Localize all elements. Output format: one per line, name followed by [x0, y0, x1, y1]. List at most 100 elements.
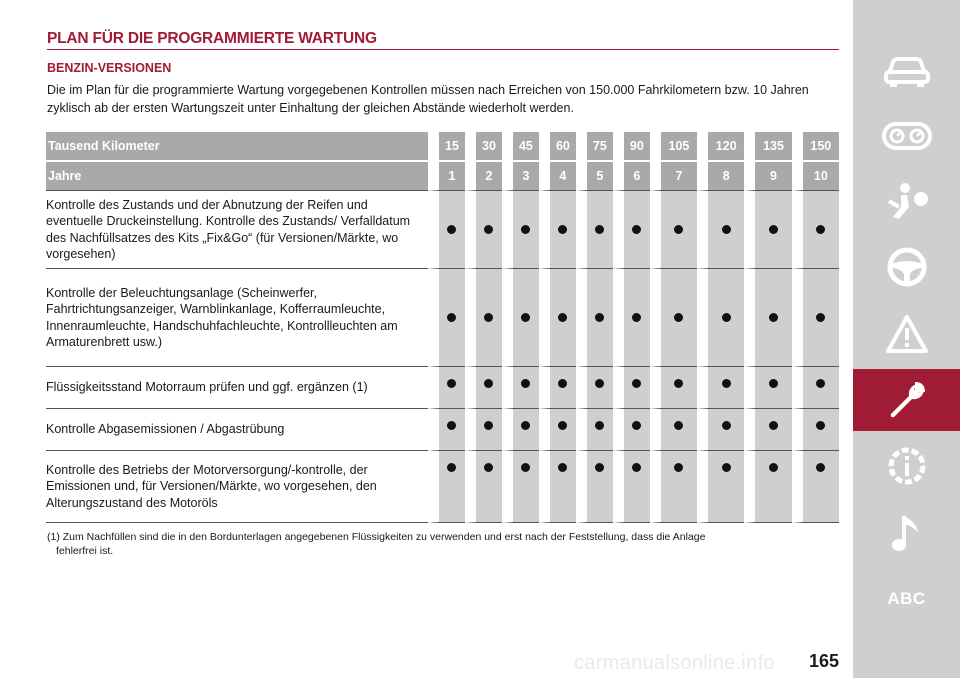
- interval-cell: [538, 191, 576, 269]
- interval-cell: [501, 269, 539, 367]
- interval-cell: [464, 269, 502, 367]
- check-bullet: [558, 312, 568, 322]
- km-col-header: 15: [428, 132, 465, 162]
- check-bullet: [674, 463, 684, 472]
- year-col-header: 4: [538, 162, 576, 191]
- row-description: Kontrolle Abgasemissionen / Abgastrübung: [46, 409, 428, 451]
- interval-cell: [791, 191, 839, 269]
- interval-cell: [575, 269, 613, 367]
- interval-cell: [791, 269, 839, 367]
- check-bullet: [674, 421, 684, 430]
- check-bullet: [595, 463, 605, 472]
- check-bullet: [484, 421, 494, 430]
- table-row: Kontrolle des Betriebs der Motorversorgu…: [46, 451, 839, 523]
- km-col-header: 150: [791, 132, 839, 162]
- check-bullet: [521, 312, 531, 322]
- wrench-icon: [890, 382, 925, 418]
- interval-cell: [649, 367, 698, 409]
- km-col-header: 90: [612, 132, 650, 162]
- airbag-seat-icon: [887, 183, 928, 219]
- km-col-header: 45: [501, 132, 539, 162]
- check-bullet: [558, 463, 568, 472]
- km-header-label: Tausend Kilometer: [46, 132, 428, 162]
- check-bullet: [595, 379, 605, 388]
- interval-cell: [612, 367, 650, 409]
- km-col-header: 60: [538, 132, 576, 162]
- check-bullet: [632, 379, 642, 388]
- check-bullet: [816, 224, 826, 234]
- check-bullet: [521, 379, 531, 388]
- intro-paragraph: Die im Plan für die programmierte Wartun…: [47, 83, 809, 115]
- interval-cell: [744, 409, 792, 451]
- km-header-row: Tausend Kilometer 15 30 45 60 75 90 105 120 135 1…: [46, 132, 839, 162]
- interval-cell: [744, 367, 792, 409]
- check-bullet: [447, 312, 457, 322]
- steering-wheel-icon: [887, 247, 926, 287]
- interval-cell: [612, 451, 650, 523]
- sidebar-item-index[interactable]: ABC: [853, 568, 960, 630]
- interval-cell: [464, 367, 502, 409]
- year-col-header: 9: [744, 162, 792, 191]
- interval-cell: [744, 191, 792, 269]
- footnote: (1) Zum Nachfüllen sind die in den Bordu…: [47, 530, 807, 558]
- sidebar-item-safety[interactable]: [853, 170, 960, 232]
- check-bullet: [769, 379, 779, 388]
- check-bullet: [769, 463, 779, 472]
- interval-cell: [538, 269, 576, 367]
- interval-cell: [744, 269, 792, 367]
- interval-cell: [649, 409, 698, 451]
- check-bullet: [484, 224, 494, 234]
- check-bullet: [484, 312, 494, 322]
- interval-cell: [464, 191, 502, 269]
- row-description: Flüssigkeitsstand Motorraum prüfen und g…: [46, 367, 428, 409]
- sidebar-item-technical[interactable]: [853, 435, 960, 497]
- footnote-line-1: (1) Zum Nachfüllen sind die in den Bordu…: [47, 531, 706, 543]
- info-gear-icon: [888, 447, 925, 485]
- year-col-header: 7: [649, 162, 698, 191]
- sidebar-item-multimedia[interactable]: [853, 502, 960, 564]
- check-bullet: [595, 224, 605, 234]
- sidebar-item-dashboard[interactable]: [853, 105, 960, 167]
- title-divider: [47, 49, 839, 50]
- interval-cell: [744, 451, 792, 523]
- interval-cell: [697, 409, 745, 451]
- table-row: Kontrolle Abgasemissionen / Abgastrübung: [46, 409, 839, 451]
- sidebar-item-warnings[interactable]: [853, 303, 960, 365]
- year-col-header: 6: [612, 162, 650, 191]
- interval-cell: [538, 409, 576, 451]
- interval-cell: [501, 191, 539, 269]
- warning-triangle-icon: [885, 315, 928, 353]
- interval-cell: [428, 451, 465, 523]
- interval-cell: [464, 409, 502, 451]
- footnote-marker: (1): [47, 531, 60, 543]
- check-bullet: [484, 379, 494, 388]
- interval-cell: [791, 451, 839, 523]
- footnote-line-2: fehlerfrei ist.: [56, 545, 114, 557]
- sidebar-item-steering[interactable]: [853, 236, 960, 298]
- interval-cell: [791, 367, 839, 409]
- interval-cell: [612, 409, 650, 451]
- check-bullet: [816, 463, 826, 472]
- sidebar-item-maintenance[interactable]: [853, 369, 960, 431]
- interval-cell: [697, 269, 745, 367]
- check-bullet: [769, 312, 779, 322]
- check-bullet: [674, 224, 684, 234]
- interval-cell: [575, 451, 613, 523]
- interval-cell: [501, 367, 539, 409]
- check-bullet: [595, 421, 605, 430]
- interval-cell: [428, 269, 465, 367]
- interval-cell: [428, 191, 465, 269]
- interval-cell: [612, 269, 650, 367]
- interval-cell: [612, 191, 650, 269]
- check-bullet: [521, 463, 531, 472]
- year-col-header: 8: [697, 162, 745, 191]
- check-bullet: [558, 421, 568, 430]
- interval-cell: [575, 191, 613, 269]
- row-description: Kontrolle der Beleuchtungsanlage (Schein…: [46, 269, 428, 367]
- year-col-header: 3: [501, 162, 539, 191]
- section-subtitle: BENZIN-VERSIONEN: [47, 61, 172, 75]
- check-bullet: [595, 312, 605, 322]
- interval-cell: [428, 367, 465, 409]
- sidebar-item-car[interactable]: [853, 40, 960, 102]
- check-bullet: [632, 224, 642, 234]
